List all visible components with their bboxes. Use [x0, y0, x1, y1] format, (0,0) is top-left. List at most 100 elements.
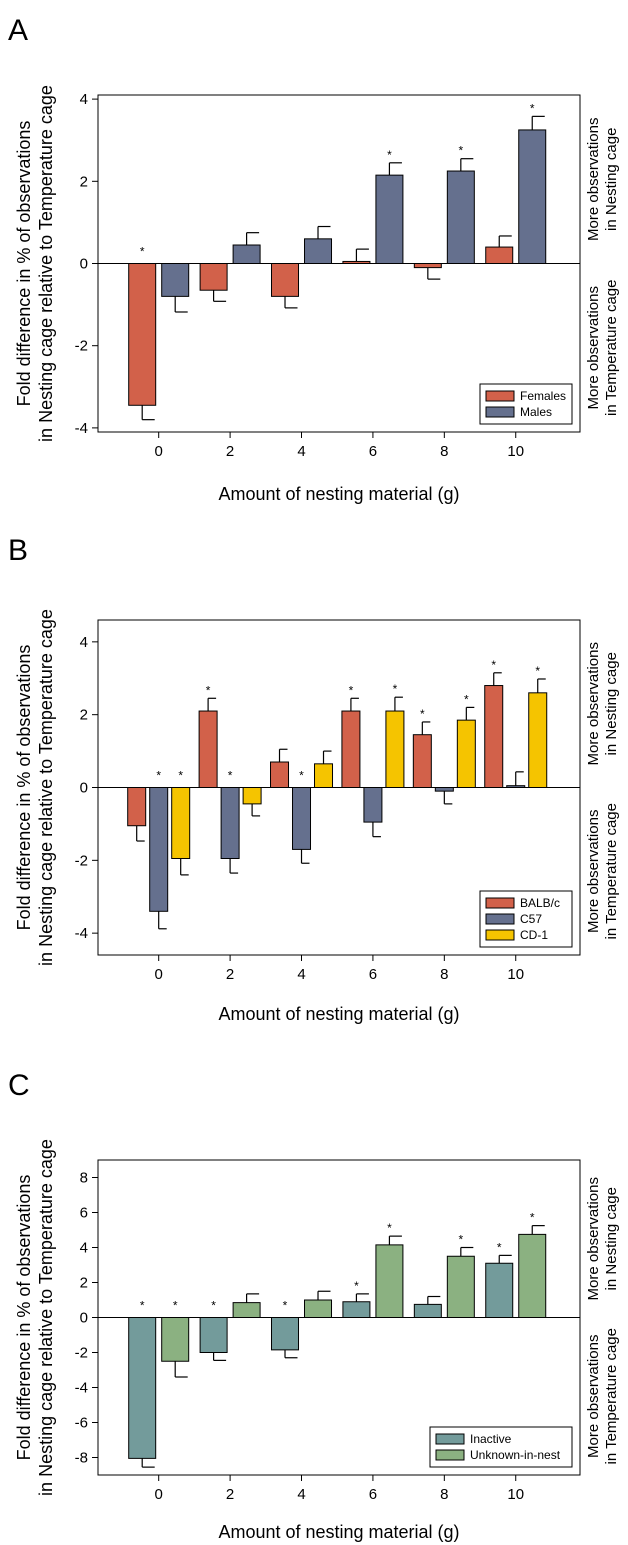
significance-star: *: [354, 1279, 359, 1293]
bar: [518, 1233, 547, 1318]
significance-star: *: [458, 144, 463, 158]
x-tick-label: 6: [369, 966, 377, 983]
bar: [304, 1299, 333, 1318]
significance-star: *: [535, 664, 540, 678]
bar: [128, 263, 157, 406]
x-tick-label: 2: [226, 966, 234, 983]
bar: [446, 1255, 475, 1318]
significance-star: *: [349, 683, 354, 697]
right-label-temperature: More observations: [585, 286, 602, 409]
x-tick-label: 6: [369, 443, 377, 460]
bar: [149, 787, 169, 912]
significance-star: *: [464, 692, 469, 706]
right-label-nesting: in Nesting cage: [603, 1187, 620, 1290]
y-tick-label: 4: [80, 634, 88, 651]
legend: BALB/c C57 CD-1: [479, 890, 573, 948]
right-label-nesting: in Nesting cage: [603, 128, 620, 231]
y-tick-label: 6: [80, 1205, 88, 1222]
bar: [385, 710, 405, 788]
y-tick-label: 0: [80, 1310, 88, 1327]
significance-star: *: [497, 1240, 502, 1254]
right-label-nesting: More observations: [585, 1177, 602, 1300]
legend: Inactive Unknown-in-nest: [429, 1426, 573, 1468]
bar: [341, 710, 361, 788]
right-label-temperature: in Temperature cage: [603, 1328, 620, 1464]
bar: [292, 787, 312, 850]
significance-star: *: [530, 1211, 535, 1225]
bar: [528, 692, 548, 789]
significance-star: *: [420, 707, 425, 721]
x-tick-label: 2: [226, 1486, 234, 1503]
bar: [413, 1303, 442, 1318]
bar: [128, 1317, 157, 1459]
y-tick-label: -2: [75, 338, 88, 355]
right-label-temperature: More observations: [585, 1335, 602, 1458]
legend-entry: Inactive: [470, 1432, 512, 1446]
bar: [220, 787, 240, 860]
x-tick-label: 0: [155, 966, 163, 983]
x-tick-label: 10: [507, 443, 524, 460]
significance-star: *: [530, 101, 535, 115]
x-tick-label: 4: [297, 1486, 305, 1503]
y-axis-label-line: in Nesting cage relative to Temperature …: [36, 85, 56, 442]
bar: [198, 710, 218, 788]
y-tick-label: -6: [75, 1415, 88, 1432]
bar: [199, 1317, 228, 1353]
bar: [314, 763, 334, 789]
significance-star: *: [393, 682, 398, 696]
panel-letter: A: [8, 14, 28, 47]
significance-star: *: [491, 658, 496, 672]
significance-star: *: [178, 769, 183, 783]
y-tick-label: 2: [80, 707, 88, 724]
bar: [342, 1301, 371, 1318]
x-tick-label: 10: [507, 966, 524, 983]
legend-swatch: [485, 406, 515, 418]
y-tick-label: 2: [80, 173, 88, 190]
bar: [484, 685, 504, 788]
legend-entry: CD-1: [520, 928, 548, 942]
bar: [270, 761, 290, 788]
bar: [456, 719, 476, 788]
x-tick-label: 0: [155, 1486, 163, 1503]
bar: [412, 734, 432, 789]
x-axis-label: Amount of nesting material (g): [218, 1004, 459, 1024]
significance-star: *: [299, 769, 304, 783]
legend-entry: Males: [520, 405, 552, 419]
y-tick-label: -8: [75, 1450, 88, 1467]
bar: [518, 129, 547, 264]
significance-star: *: [206, 683, 211, 697]
legend-swatch: [485, 913, 515, 925]
legend: Females Males: [479, 383, 573, 425]
legend-swatch: [485, 897, 515, 909]
significance-star: *: [156, 769, 161, 783]
legend-swatch: [485, 390, 515, 402]
right-label-nesting: More observations: [585, 118, 602, 241]
y-tick-label: -2: [75, 1345, 88, 1362]
panel-letter: B: [8, 534, 28, 567]
y-tick-label: -4: [75, 420, 88, 437]
x-tick-label: 2: [226, 443, 234, 460]
significance-star: *: [228, 769, 233, 783]
bar: [485, 1262, 514, 1318]
significance-star: *: [458, 1233, 463, 1247]
right-label-temperature: More observations: [585, 810, 602, 933]
bar: [232, 244, 261, 265]
y-tick-label: 0: [80, 256, 88, 273]
y-tick-label: 2: [80, 1275, 88, 1292]
bar: [375, 174, 404, 264]
bar: [127, 787, 147, 827]
bar: [161, 1317, 190, 1362]
y-tick-label: -2: [75, 852, 88, 869]
x-axis-label: Amount of nesting material (g): [218, 1522, 459, 1542]
significance-star: *: [173, 1299, 178, 1313]
significance-star: *: [387, 148, 392, 162]
bar: [232, 1302, 261, 1318]
legend-entry: BALB/c: [520, 896, 560, 910]
bar: [304, 238, 333, 264]
significance-star: *: [211, 1299, 216, 1313]
legend-swatch: [485, 929, 515, 941]
y-tick-label: 0: [80, 780, 88, 797]
x-tick-label: 0: [155, 443, 163, 460]
